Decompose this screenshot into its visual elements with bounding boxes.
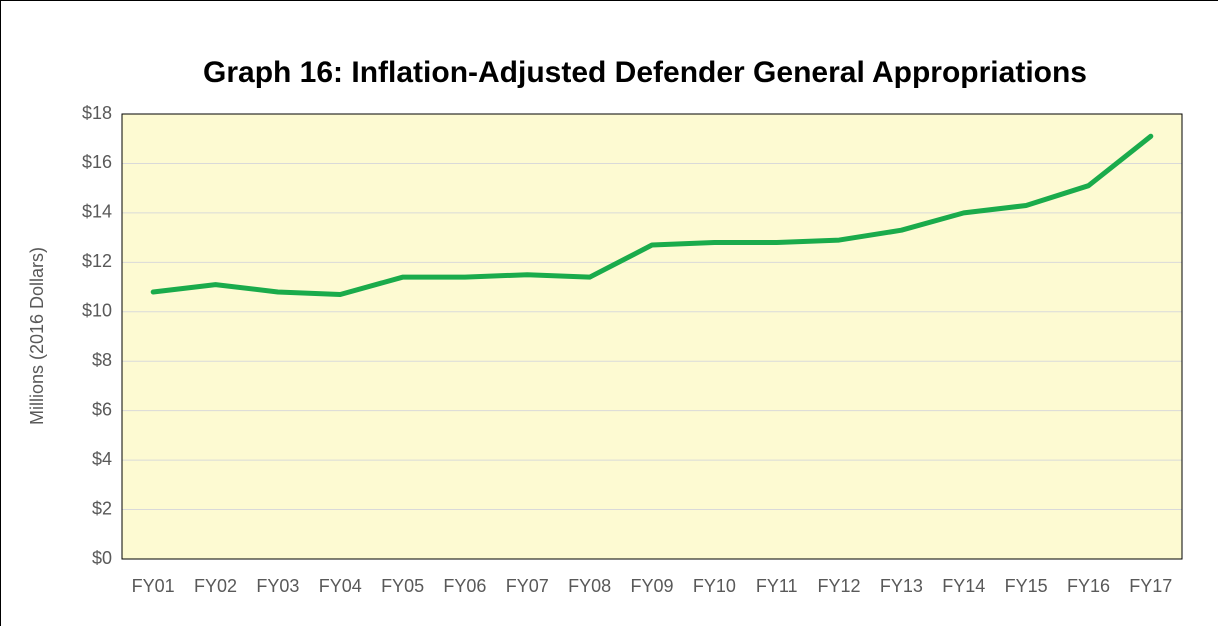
x-tick-label: FY14	[942, 576, 985, 596]
y-tick-label: $10	[82, 301, 112, 321]
y-axis-label: Millions (2016 Dollars)	[27, 247, 47, 425]
y-tick-label: $4	[92, 449, 112, 469]
y-tick-label: $16	[82, 152, 112, 172]
x-tick-label: FY10	[693, 576, 736, 596]
x-tick-label: FY03	[256, 576, 299, 596]
x-tick-label: FY04	[319, 576, 362, 596]
y-tick-label: $0	[92, 548, 112, 568]
data-line	[150, 133, 1154, 297]
y-tick-label: $12	[82, 251, 112, 271]
x-tick-label: FY07	[506, 576, 549, 596]
x-tick-label: FY17	[1129, 576, 1172, 596]
y-tick-label: $2	[92, 498, 112, 518]
x-tick-label: FY05	[381, 576, 424, 596]
y-tick-label: $14	[82, 202, 112, 222]
y-tick-label: $8	[92, 350, 112, 370]
x-tick-label: FY09	[630, 576, 673, 596]
x-tick-label: FY06	[443, 576, 486, 596]
x-tick-label: FY08	[568, 576, 611, 596]
x-tick-label: FY13	[880, 576, 923, 596]
x-tick-label: FY15	[1005, 576, 1048, 596]
x-tick-label: FY11	[756, 576, 798, 596]
chart-title: Graph 16: Inflation-Adjusted Defender Ge…	[203, 56, 1087, 89]
x-tick-label: FY16	[1067, 576, 1110, 596]
plot-border	[121, 113, 1183, 560]
plot-area	[122, 114, 1182, 559]
x-tick-label: FY12	[818, 576, 861, 596]
y-tick-label: $6	[92, 399, 112, 419]
x-tick-label: FY02	[194, 576, 237, 596]
y-tick-label: $18	[82, 103, 112, 123]
x-tick-label: FY01	[132, 576, 175, 596]
